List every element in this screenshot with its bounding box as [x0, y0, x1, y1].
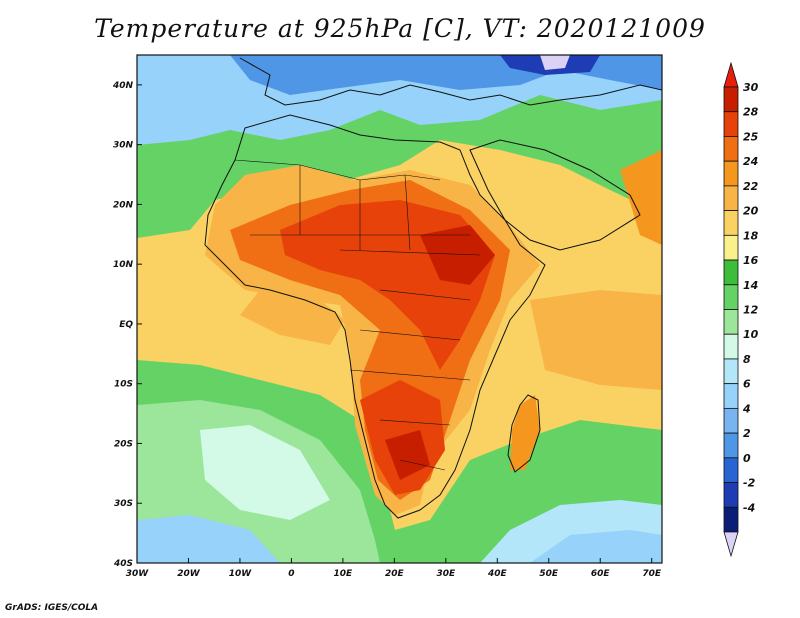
africa-coastline [204, 114, 546, 519]
colorbar-label: -4 [743, 501, 755, 514]
lat-tick-label: 30S [114, 499, 133, 509]
colorbar-label: 10 [743, 328, 759, 341]
lon-tick-label: 50E [539, 569, 559, 579]
lon-tick-label: 20W [177, 569, 201, 579]
madagascar-warm [510, 395, 540, 470]
south-east-colder-band [530, 530, 662, 563]
colorbar-label: 16 [743, 254, 759, 267]
south-west-cold-band [137, 515, 280, 563]
madagascar-coast [507, 394, 541, 473]
indian-ocean-warm [530, 290, 662, 390]
colorbar-swatch [723, 160, 739, 187]
colorbar-label: 30 [743, 81, 759, 94]
colorbar-swatch [723, 506, 739, 533]
south-colder-band [200, 425, 330, 520]
grads-credit: GrADS: IGES/COLA [5, 603, 99, 613]
colorbar-swatch [723, 234, 739, 261]
colorbar-label: 4 [742, 402, 751, 415]
colorbar-swatch [723, 457, 739, 483]
colorbar-swatch [723, 136, 739, 162]
lon-tick-label: 60E [591, 569, 611, 579]
colorbar-swatch [723, 185, 739, 212]
colorbar-swatch [723, 210, 739, 236]
colorbar-label: 14 [743, 279, 758, 292]
chart-title: Temperature at 925hPa [C], VT: 202012100… [94, 14, 706, 43]
colorbar-min-arrow [723, 531, 739, 558]
colorbar-swatch [723, 284, 739, 310]
lon-tick-label: 70E [642, 569, 662, 579]
arabian-sea-warm [620, 150, 662, 245]
sahel-hottest [420, 225, 495, 285]
lat-tick-label: 20N [113, 200, 134, 210]
colorbar-label: 8 [743, 353, 751, 366]
colorbar-label: 28 [743, 106, 759, 119]
colorbar-swatch [723, 383, 739, 409]
lat-tick-label: 10S [114, 380, 133, 390]
lon-tick-label: 30W [126, 569, 150, 579]
lat-tick-label: EQ [119, 320, 133, 330]
lat-tick-label: 20S [114, 439, 133, 449]
colorbar-swatch [723, 333, 739, 360]
colorbar-swatch [723, 259, 739, 286]
colorbar-label: 25 [743, 130, 759, 143]
lon-tick-label: 40E [487, 569, 508, 579]
colorbar-label: -2 [743, 477, 756, 490]
temperature-field [137, 55, 662, 563]
country-borders [234, 159, 481, 471]
colorbar-label: 0 [743, 452, 751, 465]
arabia-coast [469, 139, 641, 251]
europe-coast [239, 57, 662, 106]
gulf-warm [240, 290, 345, 345]
colorbar-label: 20 [743, 205, 759, 218]
colorbar-swatch [723, 309, 739, 335]
colorbar-max-arrow [723, 61, 739, 88]
lon-tick-label: 30E [436, 569, 456, 579]
colorbar-swatch [723, 86, 739, 113]
latitude-axis: 40N 30N 20N 10N EQ 10S 20S 30S 40S [112, 81, 142, 569]
colorbar-label: 18 [743, 229, 759, 242]
lat-tick-label: 30N [113, 141, 134, 151]
coastlines [204, 57, 662, 519]
lon-tick-label: 10E [334, 569, 354, 579]
colorbar-swatch [723, 358, 739, 385]
colorbar-swatch [723, 432, 739, 459]
lon-tick-label: 10W [229, 569, 253, 579]
colorbar-swatch [723, 407, 739, 434]
lat-tick-label: 10N [113, 260, 134, 270]
kalahari-hottest [385, 430, 430, 480]
lat-tick-label: 40S [113, 559, 133, 569]
colorbar-label: 12 [743, 304, 759, 317]
longitude-axis: 30W 20W 10W 0 10E 20E 30E 40E 50E 60E 70E [126, 558, 662, 579]
colorbar-swatch [723, 482, 739, 508]
caspian-pale [540, 55, 570, 70]
colorbar-label: 24 [743, 155, 758, 168]
colorbar-label: 6 [743, 378, 751, 391]
lon-tick-label: 0 [288, 569, 294, 579]
colorbar-label: 22 [743, 180, 759, 193]
colorbar-swatch [723, 111, 739, 137]
colorbar-label: 2 [743, 427, 751, 440]
lon-tick-label: 20E [385, 569, 405, 579]
lat-tick-label: 40N [112, 81, 134, 91]
plot-frame [136, 54, 663, 564]
